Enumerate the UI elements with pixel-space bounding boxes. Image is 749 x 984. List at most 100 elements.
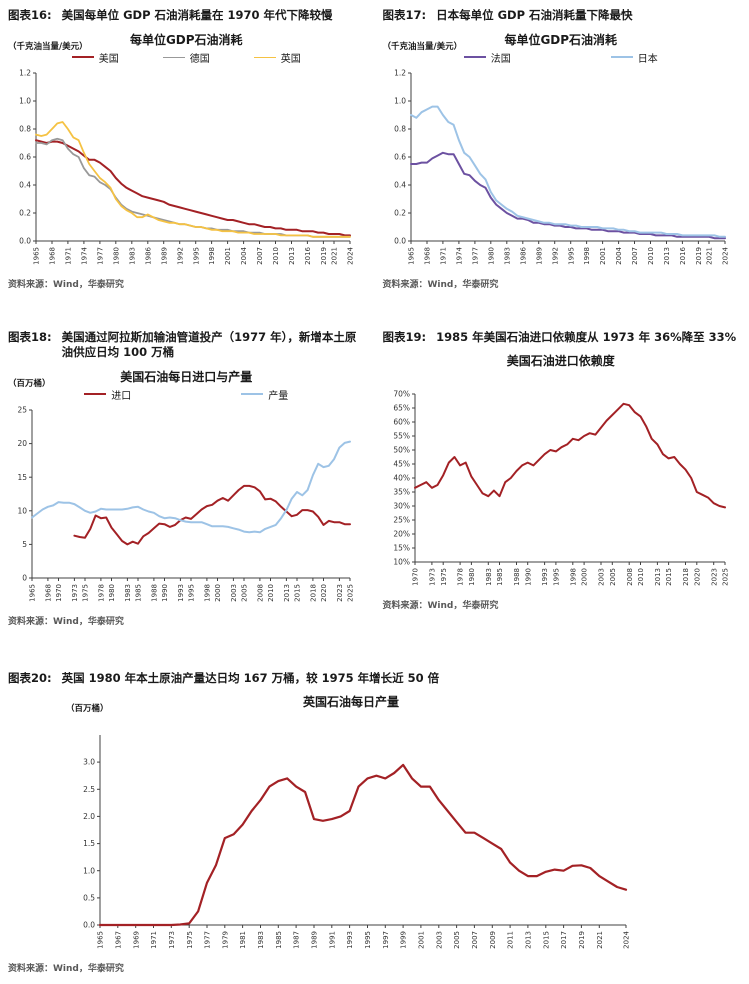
svg-text:15%: 15% (393, 544, 410, 553)
legend-line-swatch (84, 393, 107, 396)
figure-headline: 美国通过阿拉斯加输油管道投产（1977 年），新增本土原油供应日均 100 万桶 (61, 329, 357, 360)
svg-text:0.4: 0.4 (19, 180, 31, 189)
svg-text:2016: 2016 (304, 246, 312, 264)
svg-text:1993: 1993 (177, 584, 185, 602)
legend-line-swatch (463, 56, 486, 59)
line-chart: 10% 15% 20% 25% 30% 35% 40% 45% 50% 55% 60% 65% 70% 1… (393, 390, 729, 586)
charts-grid: 图表16: 美国每单位 GDP 石油消耗量在 1970 年代下降较慢 （千克油当… (8, 8, 739, 627)
svg-text:2007: 2007 (256, 247, 264, 265)
line-chart: 0.0 0.2 0.4 0.6 0.8 1.0 1.2 1965 1968 1971 1974 197… (19, 68, 355, 265)
legend-line-swatch (71, 56, 94, 59)
svg-text:2003: 2003 (435, 931, 443, 949)
svg-text:30%: 30% (393, 502, 410, 511)
svg-text:2024: 2024 (347, 246, 355, 264)
svg-text:2010: 2010 (647, 247, 655, 265)
svg-text:1993: 1993 (346, 931, 354, 949)
svg-text:10: 10 (17, 506, 27, 515)
svg-text:1980: 1980 (468, 568, 476, 586)
svg-text:45%: 45% (393, 460, 410, 469)
data-source-note: 资料来源：Wind，华泰研究 (8, 616, 124, 627)
svg-text:2018: 2018 (682, 568, 690, 586)
figure-19: 图表19: 1985 年美国石油进口依赖度从 1973 年 36%降至 33% … (383, 330, 740, 627)
svg-text:1981: 1981 (239, 931, 247, 949)
svg-text:1970: 1970 (411, 568, 419, 586)
figure-number: 图表19: (382, 329, 427, 344)
svg-text:1965: 1965 (97, 931, 105, 949)
svg-text:70%: 70% (393, 390, 410, 399)
svg-text:2019: 2019 (320, 247, 328, 265)
legend-item: 英国 (253, 50, 301, 65)
svg-text:2021: 2021 (331, 247, 339, 265)
svg-text:2015: 2015 (542, 931, 550, 949)
svg-text:2019: 2019 (578, 931, 586, 949)
svg-text:1973: 1973 (428, 568, 436, 586)
legend-item: 德国 (162, 50, 210, 65)
figure-headline: 日本每单位 GDP 石油消耗量下降最快 (436, 8, 633, 22)
svg-text:0.4: 0.4 (394, 180, 406, 189)
svg-text:1.2: 1.2 (394, 68, 406, 77)
svg-text:1971: 1971 (439, 247, 447, 265)
svg-text:1983: 1983 (257, 931, 265, 949)
svg-text:2.5: 2.5 (83, 785, 95, 794)
svg-text:2009: 2009 (489, 931, 497, 949)
svg-text:1968: 1968 (49, 247, 57, 265)
svg-text:2010: 2010 (637, 568, 645, 586)
legend-label: 法国 (490, 53, 511, 65)
chart-title: 美国石油进口依赖度 (506, 354, 615, 369)
svg-text:25: 25 (17, 405, 27, 414)
svg-text:1.0: 1.0 (83, 866, 95, 875)
svg-text:1971: 1971 (65, 247, 73, 265)
svg-text:1965: 1965 (407, 247, 415, 265)
legend-line-swatch (253, 56, 276, 58)
figure-18: 图表18: 美国通过阿拉斯加输油管道投产（1977 年），新增本土原油供应日均 … (8, 330, 365, 627)
svg-text:1993: 1993 (541, 568, 549, 586)
svg-text:2001: 2001 (224, 247, 232, 265)
svg-text:2001: 2001 (599, 247, 607, 265)
chart-legend: 法国 日本 (383, 50, 740, 65)
data-source-note: 资料来源：Wind，华泰研究 (8, 964, 124, 975)
figure-number: 图表16: (8, 8, 52, 22)
svg-text:2024: 2024 (721, 246, 729, 264)
chart-head: 美国石油进口依赖度 (383, 352, 740, 370)
svg-text:2020: 2020 (320, 584, 328, 602)
svg-text:2011: 2011 (507, 931, 515, 949)
svg-text:2016: 2016 (679, 246, 687, 264)
svg-text:1988: 1988 (513, 568, 521, 586)
svg-text:2023: 2023 (710, 568, 718, 586)
svg-text:2003: 2003 (230, 584, 238, 602)
svg-text:2013: 2013 (663, 247, 671, 265)
svg-text:1983: 1983 (128, 247, 136, 265)
figure-headline: 英国 1980 年本土原油产量达日均 167 万桶，较 1975 年增长近 50… (61, 670, 440, 685)
figure-17-header: 图表17: 日本每单位 GDP 石油消耗量下降最快 (383, 8, 740, 24)
legend-label: 美国 (98, 53, 119, 65)
legend-label: 德国 (189, 53, 210, 65)
svg-text:1995: 1995 (552, 568, 560, 586)
svg-text:2010: 2010 (267, 584, 275, 602)
svg-text:2008: 2008 (625, 568, 633, 586)
figure-number: 图表20: (8, 670, 52, 685)
chart-title: 美国石油每日进口与产量 (120, 369, 253, 384)
svg-text:1997: 1997 (382, 931, 390, 949)
svg-text:2008: 2008 (257, 584, 265, 602)
svg-text:1985: 1985 (135, 584, 143, 602)
svg-text:0.0: 0.0 (394, 236, 406, 245)
svg-text:2013: 2013 (283, 584, 291, 602)
svg-text:2025: 2025 (347, 584, 355, 602)
svg-text:2023: 2023 (336, 584, 344, 602)
chart-title: 英国石油每日产量 (302, 695, 399, 710)
data-source-note: 资料来源：Wind，华泰研究 (8, 279, 124, 290)
svg-text:1978: 1978 (456, 568, 464, 586)
svg-text:1998: 1998 (208, 247, 216, 265)
svg-text:1978: 1978 (98, 584, 106, 602)
svg-text:0.2: 0.2 (19, 208, 31, 217)
svg-text:2003: 2003 (597, 568, 605, 586)
svg-text:1986: 1986 (519, 246, 527, 264)
svg-text:2013: 2013 (288, 247, 296, 265)
svg-text:1980: 1980 (487, 247, 495, 265)
svg-text:1968: 1968 (45, 584, 53, 602)
svg-text:25%: 25% (393, 516, 410, 525)
chart-head: （百万桶） 英国石油每日产量 (66, 693, 636, 714)
svg-text:0.8: 0.8 (394, 124, 406, 133)
chart-title: 每单位GDP石油消耗 (129, 32, 243, 47)
